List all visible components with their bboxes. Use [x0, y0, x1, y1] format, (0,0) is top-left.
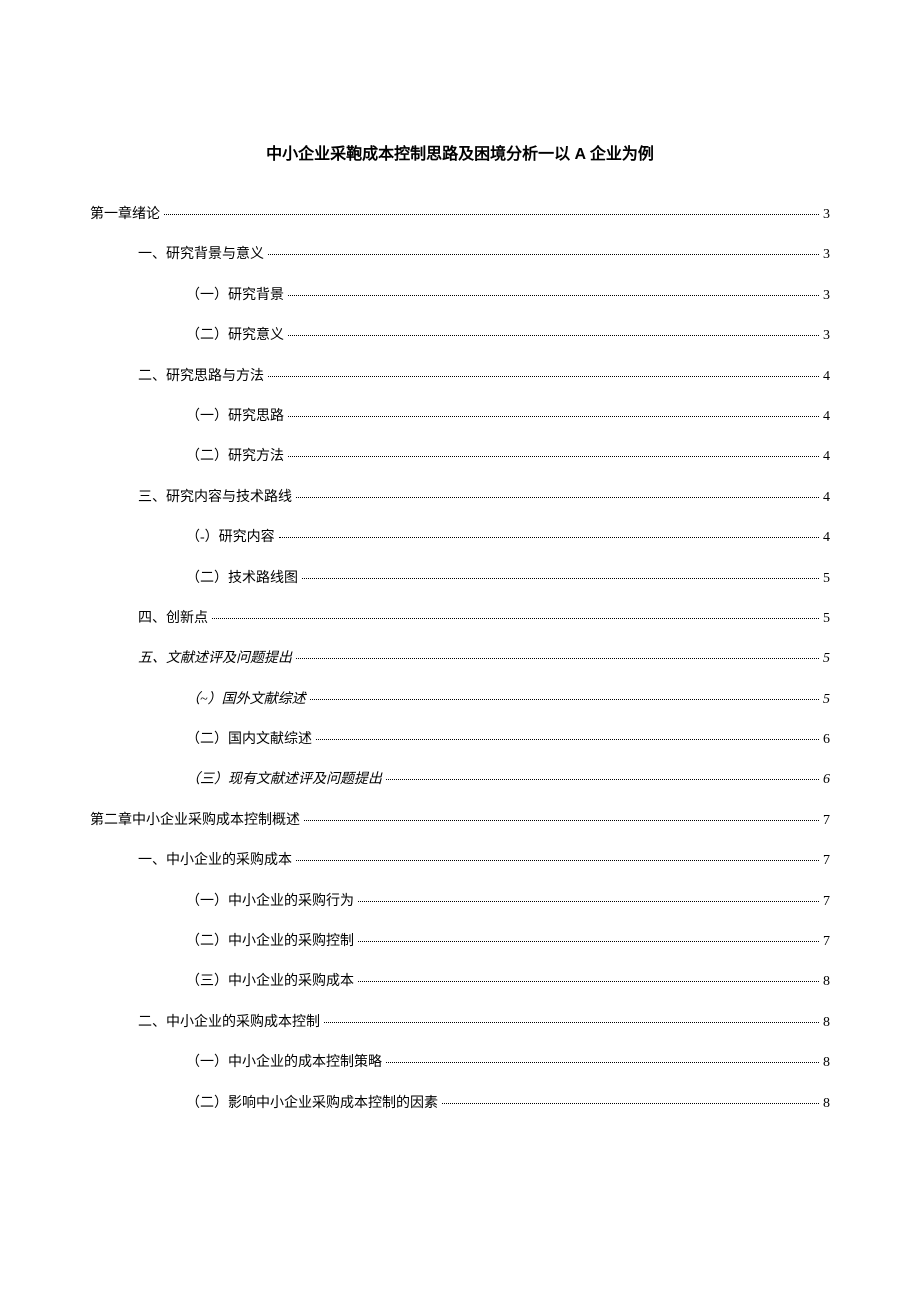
toc-entry: 一、研究背景与意义 3: [90, 244, 830, 266]
toc-entry-page: 5: [823, 608, 830, 630]
toc-leader-dots: [358, 941, 819, 942]
toc-leader-dots: [358, 981, 819, 982]
toc-leader-dots: [386, 1062, 819, 1063]
document-title: 中小企业采鞄成本控制思路及困境分析一以 A 企业为例: [90, 140, 830, 164]
toc-entry: （二）中小企业的采购控制 7: [90, 931, 830, 953]
toc-entry-label: 三、研究内容与技术路线: [138, 487, 292, 509]
toc-entry: （三）现有文献述评及问题提出 6: [90, 769, 830, 791]
toc-leader-dots: [310, 699, 819, 700]
toc-entry-page: 4: [823, 487, 830, 509]
toc-entry-page: 4: [823, 446, 830, 468]
toc-entry-page: 5: [823, 689, 830, 711]
toc-entry-page: 4: [823, 406, 830, 428]
toc-entry-page: 7: [823, 850, 830, 872]
toc-entry-page: 8: [823, 1093, 830, 1115]
toc-entry-label: （一）研究思路: [186, 406, 284, 428]
toc-entry-page: 7: [823, 891, 830, 913]
toc-entry: （二）研究方法 4: [90, 446, 830, 468]
toc-entry-page: 8: [823, 1052, 830, 1074]
toc-leader-dots: [288, 335, 819, 336]
toc-entry-page: 3: [823, 244, 830, 266]
toc-entry-label: 一、研究背景与意义: [138, 244, 264, 266]
toc-entry: （二）技术路线图 5: [90, 568, 830, 590]
toc-leader-dots: [304, 820, 819, 821]
toc-leader-dots: [288, 416, 819, 417]
toc-entry: 五、文献述评及问题提出 5: [90, 648, 830, 670]
toc-entry: 三、研究内容与技术路线 4: [90, 487, 830, 509]
toc-entry: （二）国内文献综述 6: [90, 729, 830, 751]
toc-entry-label: 二、研究思路与方法: [138, 366, 264, 388]
toc-entry: 第一章绪论 3: [90, 204, 830, 226]
toc-entry-page: 4: [823, 527, 830, 549]
toc-leader-dots: [164, 214, 819, 215]
toc-entry: 二、研究思路与方法 4: [90, 366, 830, 388]
toc-entry: （一）研究思路 4: [90, 406, 830, 428]
toc-entry-page: 3: [823, 204, 830, 226]
toc-leader-dots: [288, 295, 819, 296]
toc-entry-label: （一）中小企业的采购行为: [186, 891, 354, 913]
toc-entry-label: （二）研究意义: [186, 325, 284, 347]
toc-entry-page: 6: [823, 769, 830, 791]
toc-entry-page: 3: [823, 325, 830, 347]
toc-entry-label: 五、文献述评及问题提出: [138, 648, 292, 670]
toc-entry-page: 3: [823, 285, 830, 307]
toc-entry-label: 二、中小企业的采购成本控制: [138, 1012, 320, 1034]
toc-entry: （二）研究意义 3: [90, 325, 830, 347]
toc-entry: 二、中小企业的采购成本控制 8: [90, 1012, 830, 1034]
toc-entry-label: 第二章中小企业采购成本控制概述: [90, 810, 300, 832]
toc-entry-label: （二）影响中小企业采购成本控制的因素: [186, 1093, 438, 1115]
toc-leader-dots: [296, 497, 819, 498]
toc-entry-page: 4: [823, 366, 830, 388]
table-of-contents: 第一章绪论 3 一、研究背景与意义 3 （一）研究背景 3 （二）研究意义 3 二、研究思路与方…: [90, 204, 830, 1115]
toc-leader-dots: [268, 254, 819, 255]
toc-entry-page: 5: [823, 648, 830, 670]
toc-entry-label: 一、中小企业的采购成本: [138, 850, 292, 872]
toc-entry-page: 7: [823, 810, 830, 832]
toc-leader-dots: [386, 779, 819, 780]
toc-leader-dots: [212, 618, 819, 619]
toc-leader-dots: [288, 456, 819, 457]
toc-entry-label: （二）国内文献综述: [186, 729, 312, 751]
toc-entry-label: （二）技术路线图: [186, 568, 298, 590]
toc-entry: （~）国外文献综述 5: [90, 689, 830, 711]
toc-leader-dots: [302, 578, 819, 579]
toc-entry: （-）研究内容 4: [90, 527, 830, 549]
toc-entry: （三）中小企业的采购成本 8: [90, 971, 830, 993]
toc-entry-label: （三）现有文献述评及问题提出: [186, 769, 382, 791]
toc-entry: （一）中小企业的成本控制策略 8: [90, 1052, 830, 1074]
toc-entry-page: 7: [823, 931, 830, 953]
toc-entry-label: （-）研究内容: [186, 527, 275, 549]
toc-leader-dots: [324, 1022, 819, 1023]
toc-entry-page: 6: [823, 729, 830, 751]
toc-leader-dots: [268, 376, 819, 377]
toc-entry-label: （一）研究背景: [186, 285, 284, 307]
toc-entry-label: 第一章绪论: [90, 204, 160, 226]
toc-entry-label: （~）国外文献综述: [186, 689, 306, 711]
toc-entry-label: （一）中小企业的成本控制策略: [186, 1052, 382, 1074]
toc-entry-label: （二）研究方法: [186, 446, 284, 468]
toc-entry-page: 8: [823, 971, 830, 993]
toc-leader-dots: [442, 1103, 819, 1104]
toc-leader-dots: [358, 901, 819, 902]
toc-leader-dots: [279, 537, 819, 538]
toc-leader-dots: [296, 658, 819, 659]
toc-leader-dots: [296, 860, 819, 861]
toc-entry-label: （三）中小企业的采购成本: [186, 971, 354, 993]
toc-entry: （一）研究背景 3: [90, 285, 830, 307]
toc-entry: 四、创新点 5: [90, 608, 830, 630]
toc-entry-label: （二）中小企业的采购控制: [186, 931, 354, 953]
toc-entry: （一）中小企业的采购行为 7: [90, 891, 830, 913]
toc-entry-page: 8: [823, 1012, 830, 1034]
toc-entry-page: 5: [823, 568, 830, 590]
toc-leader-dots: [316, 739, 819, 740]
toc-entry-label: 四、创新点: [138, 608, 208, 630]
toc-entry: 一、中小企业的采购成本 7: [90, 850, 830, 872]
toc-entry: 第二章中小企业采购成本控制概述 7: [90, 810, 830, 832]
toc-entry: （二）影响中小企业采购成本控制的因素 8: [90, 1093, 830, 1115]
